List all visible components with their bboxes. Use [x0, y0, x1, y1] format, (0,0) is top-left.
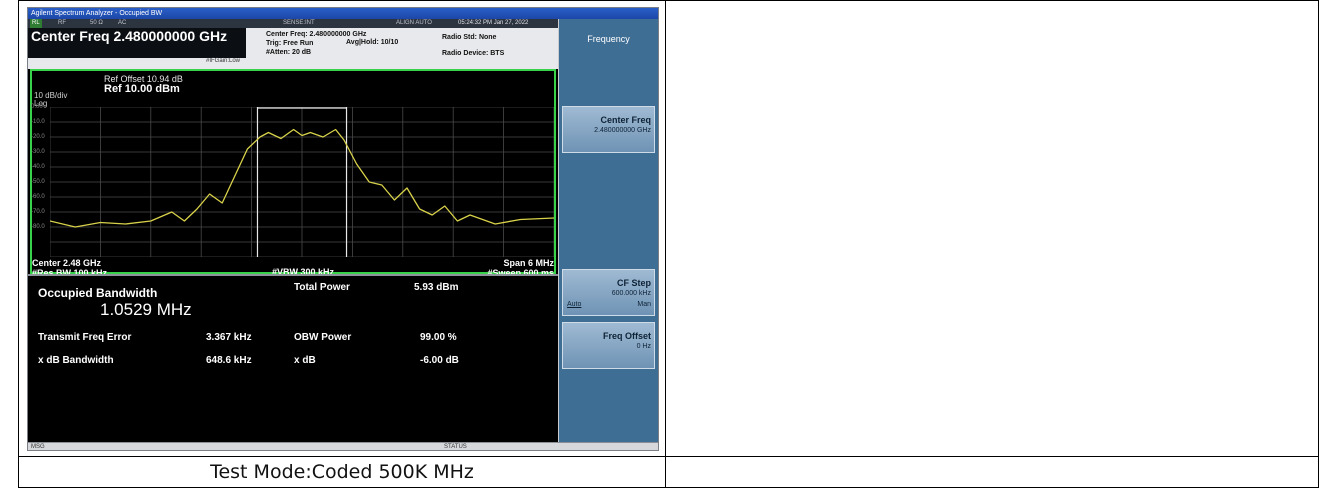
- center-label: Center 2.48 GHz: [32, 258, 102, 268]
- xdb-bw-value: 648.6 kHz: [206, 355, 252, 366]
- ref-offset: Ref Offset 10.94 dB: [104, 74, 183, 84]
- y-tick-label: -60.0: [31, 194, 45, 200]
- freq-offset-softkey[interactable]: Freq Offset 0 Hz: [562, 322, 655, 369]
- freq-offset-softkey-value: 0 Hz: [636, 343, 651, 350]
- bottom-status-bar: MSG STATUS: [28, 442, 658, 450]
- freq-error-value: 3.367 kHz: [206, 332, 252, 343]
- center-freq-softkey[interactable]: Center Freq 2.480000000 GHz: [562, 106, 655, 153]
- ifgain-label: #IFGain:Low: [206, 58, 241, 64]
- atten-setting: #Atten: 20 dB: [266, 49, 312, 56]
- trig-setting: Trig: Free Run: [266, 40, 314, 47]
- cf-step-softkey-label: CF Step: [616, 278, 651, 288]
- obw-value: 1.0529 MHz: [100, 300, 192, 319]
- center-freq-readout: Center Freq 2.480000000 GHz: [28, 28, 246, 45]
- meas-center-freq: Center Freq: 2.480000000 GHz: [266, 31, 367, 38]
- status-label: STATUS: [444, 444, 467, 450]
- status-row: RL RF 50 Ω AC SENSE:INT ALIGN AUTO 05:24…: [28, 19, 558, 28]
- ref-level: Ref 10.00 dBm: [104, 83, 180, 95]
- xdb-bw-label: x dB Bandwidth: [38, 355, 114, 366]
- spectrum-analyzer-window: Agilent Spectrum Analyzer - Occupied BW …: [27, 7, 659, 451]
- info-bar: RL RF 50 Ω AC SENSE:INT ALIGN AUTO 05:24…: [28, 19, 558, 69]
- total-power-value: 5.93 dBm: [414, 282, 459, 293]
- radio-settings: Radio Std: None Radio Device: BTS: [442, 30, 504, 62]
- center-freq-softkey-label: Center Freq: [600, 115, 651, 125]
- menu-title: Frequency: [559, 19, 658, 59]
- graph-frame: [30, 69, 556, 274]
- document-table: Agilent Spectrum Analyzer - Occupied BW …: [18, 0, 1319, 488]
- freq-error-label: Transmit Freq Error: [38, 332, 132, 343]
- softkey-panel: Frequency Center Freq 2.480000000 GHz CF…: [559, 19, 658, 442]
- timestamp: 05:24:32 PM Jan 27, 2022: [458, 20, 529, 26]
- test-mode-caption: Test Mode:Coded 500K MHz: [210, 461, 474, 483]
- screenshot-cell: Agilent Spectrum Analyzer - Occupied BW …: [18, 0, 666, 457]
- spectrum-graph: Ref Offset 10.94 dB Ref 10.00 dBm 10 dB/…: [28, 69, 558, 278]
- msg-label: MSG: [31, 444, 45, 450]
- avg-hold: Avg|Hold: 10/10: [346, 39, 399, 46]
- y-tick-label: -20.0: [31, 134, 45, 140]
- empty-cell-bottom: [665, 456, 1319, 488]
- results-panel: Occupied Bandwidth 1.0529 MHz Total Powe…: [28, 274, 558, 442]
- sense-indicator: SENSE:INT: [283, 20, 315, 26]
- scale-div: 10 dB/div: [34, 91, 68, 100]
- y-tick-label: -70.0: [31, 209, 45, 215]
- obw-label: Occupied Bandwidth: [38, 286, 158, 300]
- radio-device: Radio Device: BTS: [442, 50, 505, 57]
- cf-step-man: Man: [637, 301, 651, 308]
- spectrum-plot: [50, 107, 554, 257]
- y-tick-label: 0.00: [31, 104, 43, 110]
- res-bw-label: #Res BW 100 kHz: [32, 268, 108, 278]
- coupling-indicator: AC: [118, 20, 127, 26]
- y-tick-label: -30.0: [31, 149, 45, 155]
- graph-footer-left: Center 2.48 GHz #Res BW 100 kHz: [32, 258, 107, 278]
- cf-step-softkey[interactable]: CF Step 600.000 kHz Auto Man: [562, 269, 655, 316]
- xdb-value: -6.00 dB: [420, 355, 459, 366]
- y-tick-label: -10.0: [31, 119, 45, 125]
- rf-indicator: RF: [58, 20, 66, 26]
- y-tick-label: -40.0: [31, 164, 45, 170]
- rl-indicator: RL: [30, 19, 42, 28]
- cf-step-auto: Auto: [567, 301, 582, 308]
- radio-std: Radio Std: None: [442, 34, 497, 41]
- sweep-label: #Sweep 600 ms: [487, 268, 554, 278]
- results-divider: [28, 274, 558, 276]
- freq-offset-softkey-label: Freq Offset: [602, 331, 651, 341]
- window-title: Agilent Spectrum Analyzer - Occupied BW: [28, 8, 658, 19]
- y-tick-label: -80.0: [31, 224, 45, 230]
- spectrum-trace: [50, 128, 554, 228]
- total-power-label: Total Power: [294, 282, 350, 293]
- readout-blank: [28, 45, 246, 58]
- center-freq-softkey-value: 2.480000000 GHz: [594, 127, 651, 134]
- measurement-settings: Center Freq: 2.480000000 GHz Trig: Free …: [266, 30, 366, 57]
- caption-cell: Test Mode:Coded 500K MHz: [18, 456, 666, 488]
- obw-power-value: 99.00 %: [420, 332, 457, 343]
- scale-type: Log: [34, 99, 48, 108]
- y-tick-label: -50.0: [31, 179, 45, 185]
- xdb-label: x dB: [294, 355, 316, 366]
- span-label: Span 6 MHz: [503, 258, 554, 268]
- empty-cell-top: [665, 0, 1319, 457]
- align-indicator: ALIGN AUTO: [396, 20, 432, 26]
- obw-power-label: OBW Power: [294, 332, 352, 343]
- impedance-indicator: 50 Ω: [90, 20, 103, 26]
- cf-step-softkey-value: 600.000 kHz: [611, 290, 651, 297]
- graph-footer-right: Span 6 MHz #Sweep 600 ms: [487, 258, 554, 278]
- vbw-label: #VBW 300 kHz: [272, 267, 335, 277]
